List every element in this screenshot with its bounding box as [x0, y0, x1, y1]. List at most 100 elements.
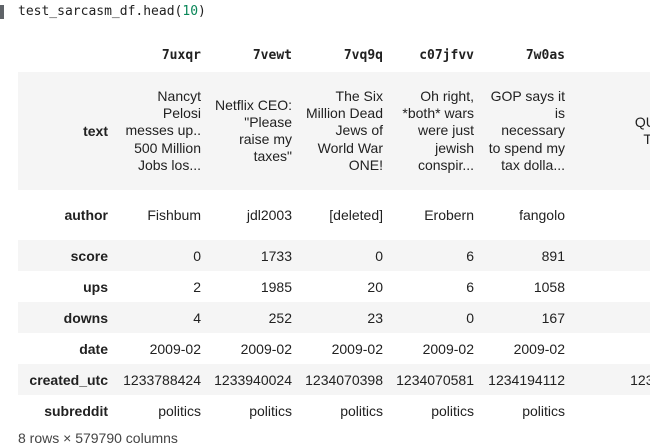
column-header: 7vq9q: [343, 47, 383, 63]
row-index-label: date: [79, 340, 108, 357]
row-index-label: score: [18, 240, 120, 271]
table-cell: 2: [193, 278, 201, 295]
table-cell: 1733: [211, 240, 302, 271]
table-cell: 1985: [260, 278, 292, 295]
column-header: 7w0as: [525, 47, 565, 63]
cell-text-line: Jews of: [335, 122, 383, 139]
table-cell: 0: [302, 240, 393, 271]
table-cell: politics: [249, 402, 292, 419]
table-cell: _p: [575, 190, 650, 240]
cell-text-line: Jobs los...: [137, 156, 201, 173]
cell-text-lines: Netflix CEO: "Please raise my taxes": [215, 97, 292, 166]
cell-text-lines: Oh right, *both* wars were just jewish consp…: [402, 88, 474, 174]
table-cell: politics: [431, 402, 474, 419]
table-cell: fangolo: [519, 207, 565, 223]
table-cell: 0: [393, 302, 484, 333]
table-cell: 1234070581: [393, 364, 484, 395]
table-row: subreddit politics politics politics politic…: [18, 395, 650, 426]
table-cell: 0: [575, 302, 650, 333]
table-row: created_utc 1233788424 1233940024 123407039…: [18, 364, 650, 395]
table-cell: Netflix CEO: "Please raise my taxes": [211, 72, 302, 190]
cell-text-line: ONE!: [348, 156, 383, 173]
header-row: 7uxqr 7vewt 7vq9q c07jfvv 7w0as c07kq5w: [18, 36, 650, 72]
table-cell: 1233940024: [211, 364, 302, 395]
table-cell: 1233788424: [120, 364, 211, 395]
code-cell-input[interactable]: test_sarcasm_df.head(10): [18, 2, 206, 22]
table-cell: Oh right, *both* wars were just jewish consp…: [393, 72, 484, 190]
dataframe-output: 7uxqr 7vewt 7vq9q c07jfvv 7w0as c07kq5w …: [18, 36, 650, 428]
column-header: c07jfvv: [419, 47, 474, 63]
dataframe-table: 7uxqr 7vewt 7vq9q c07jfvv 7w0as c07kq5w …: [18, 36, 650, 426]
table-cell: 6: [393, 240, 484, 271]
table-row: date 2009-02 2009-02 2009-02 2009-02 2009-02 2…: [18, 333, 650, 364]
table-cell: 252: [211, 302, 302, 333]
row-index-label: downs: [18, 302, 120, 333]
cell-text-line: messes up..: [125, 122, 201, 139]
table-cell: politics: [158, 402, 201, 419]
cell-text-line: *both* wars: [402, 105, 474, 122]
table-cell: 2009-02: [240, 340, 292, 357]
table-cell: 2009-02: [575, 333, 650, 364]
cell-text-line: Netflix CEO:: [214, 96, 292, 113]
table-row: downs42522301670: [18, 302, 650, 333]
code-call-close: ): [198, 4, 206, 19]
table-row: ups 2 1985 20 6 1058 1: [18, 271, 650, 302]
cell-text-line: to spend my: [488, 139, 565, 156]
table-cell: 1234237732: [575, 364, 650, 395]
table-cell: 23: [302, 302, 393, 333]
cell-text-line: Oh right,: [420, 87, 474, 104]
cell-text-line: QUESTION: [634, 113, 650, 130]
table-cell: 2009-02: [513, 340, 565, 357]
table-cell: The Six Million Dead Jews of World War ONE!: [302, 72, 393, 190]
cell-text-line: conspir...: [417, 156, 474, 173]
table-cell: 20: [367, 278, 383, 295]
table-cell: 2009-02: [149, 340, 201, 357]
table-cell: 1: [575, 271, 650, 302]
code-call: test_sarcasm_df.head(: [18, 4, 183, 19]
cell-text-line: GOP says it: [490, 87, 565, 104]
table-cell: jdl2003: [246, 207, 292, 223]
table-cell: DO NOTQUESTIONTHE HIVEMIND: [575, 72, 650, 190]
cell-text-line: The Six: [335, 87, 383, 104]
table-cell: 167: [484, 302, 575, 333]
table-cell: 1234194112: [484, 364, 575, 395]
table-cell: politics: [522, 402, 565, 419]
table-cell: politics: [575, 395, 650, 426]
cell-text-line: "Please: [244, 113, 292, 130]
table-cell: Erobern: [424, 207, 474, 223]
table-cell: 2009-02: [331, 340, 383, 357]
dataframe-shape-summary: 8 rows × 579790 columns: [18, 430, 178, 446]
cell-text-line: Nancyt: [157, 87, 201, 104]
row-index-label: subreddit: [44, 402, 108, 419]
cell-text-line: tax dolla...: [501, 156, 565, 173]
table-cell: 2009-02: [422, 340, 474, 357]
cell-text-line: taxes": [253, 148, 292, 165]
code-argument: 10: [182, 4, 199, 19]
cell-text-lines: The Six Million Dead Jews of World War ONE!: [306, 88, 383, 174]
table-row: text Nancyt Pelosi messes up.. 500 Million Jo…: [18, 72, 650, 190]
row-index-label: created_utc: [18, 364, 120, 395]
row-index-label: ups: [83, 278, 108, 295]
table-row: author Fishbum jdl2003 [deleted] Erobern fang…: [18, 190, 650, 240]
row-index-label: author: [64, 207, 108, 223]
table-cell: 6: [466, 278, 474, 295]
column-header: 7vewt: [252, 47, 292, 63]
cell-text-line: Million Dead: [305, 105, 383, 122]
column-header: 7uxqr: [161, 47, 201, 63]
table-cell: [deleted]: [329, 207, 383, 223]
table-cell: Fishbum: [147, 207, 201, 223]
table-cell: politics: [340, 402, 383, 419]
cell-text-line: THE HIVE: [643, 131, 650, 147]
cell-text-line: necessary: [501, 122, 565, 139]
table-cell: GOP says it is necessary to spend my tax dol…: [484, 72, 575, 190]
cell-text-lines: Nancyt Pelosi messes up.. 500 Million Jobs l…: [126, 88, 201, 174]
cell-text-line: World War: [317, 139, 383, 156]
cell-text-line: were just: [417, 122, 474, 139]
cell-text-lines: GOP says it is necessary to spend my tax dol…: [489, 88, 565, 174]
cell-text-line: 500 Million: [134, 139, 201, 156]
table-row: score01733068911: [18, 240, 650, 271]
column-header: c07kq5w: [575, 36, 650, 72]
table-cell: 891: [484, 240, 575, 271]
cell-gutter-marker: [0, 5, 4, 19]
row-index-label: text: [18, 72, 120, 190]
